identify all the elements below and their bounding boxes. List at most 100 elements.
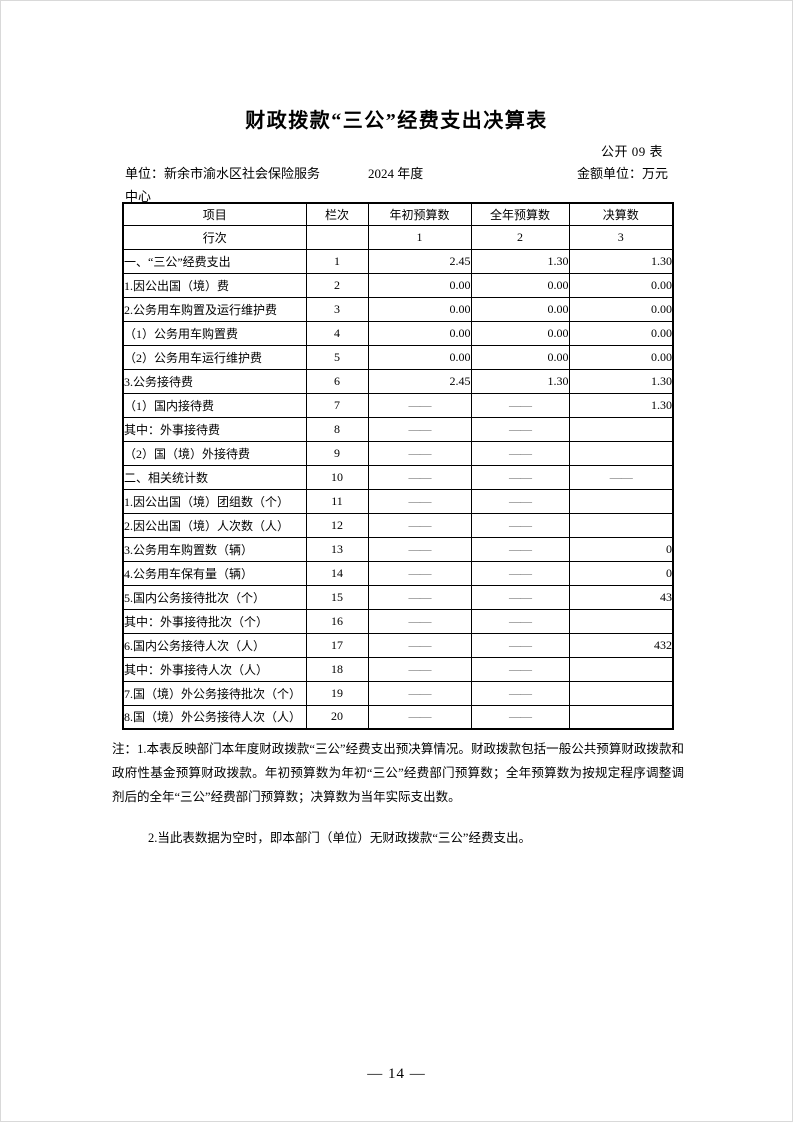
row-label: 二、相关统计数: [122, 464, 307, 490]
value-cell: 0.00: [367, 320, 472, 346]
row-label: 6.国内公务接待人次（人）: [122, 632, 307, 658]
value-cell: ——: [367, 584, 472, 610]
value-cell: 0.00: [568, 272, 674, 298]
unit-name-line2: 中心: [125, 189, 152, 204]
value-cell: ——: [367, 392, 472, 418]
value-cell: ——: [470, 656, 570, 682]
row-number-cell: 4: [305, 320, 369, 346]
value-cell: ——: [367, 704, 472, 730]
value-cell: 2.45: [367, 368, 472, 394]
table-row: 2.因公出国（境）人次数（人） 12 —— ——: [122, 512, 674, 538]
value-cell: ——: [367, 512, 472, 538]
value-cell: [568, 608, 674, 634]
row-number-cell: 16: [305, 608, 369, 634]
row-number-cell: 3: [305, 296, 369, 322]
table-row: 其中：外事接待人次（人） 18 —— ——: [122, 656, 674, 682]
value-cell: 1.30: [568, 248, 674, 274]
row-number-cell: 6: [305, 368, 369, 394]
subheader-rowno-label: 行次: [122, 224, 307, 250]
row-number-cell: 13: [305, 536, 369, 562]
value-cell: ——: [470, 464, 570, 490]
table-row: 其中：外事接待费 8 —— ——: [122, 416, 674, 442]
value-cell: [568, 680, 674, 706]
row-number-cell: 1: [305, 248, 369, 274]
row-number-cell: 2: [305, 272, 369, 298]
row-number-cell: 14: [305, 560, 369, 586]
table-row: 6.国内公务接待人次（人） 17 —— —— 432: [122, 632, 674, 658]
value-cell: 0.00: [470, 344, 570, 370]
value-cell: 2.45: [367, 248, 472, 274]
footnote-2: 2.当此表数据为空时，即本部门（单位）无财政拨款“三公”经费支出。: [148, 831, 531, 845]
row-label: 3.公务接待费: [122, 368, 307, 394]
value-cell: 0.00: [367, 272, 472, 298]
three-public-funds-table: 项目 栏次 年初预算数 全年预算数 决算数 行次 1 2 3 一、“三公”经费支…: [122, 202, 674, 730]
page-number: — 14 —: [367, 1066, 426, 1082]
row-number-cell: 12: [305, 512, 369, 538]
row-number-cell: 5: [305, 344, 369, 370]
table-row: 其中：外事接待批次（个） 16 —— ——: [122, 608, 674, 634]
value-cell: ——: [470, 584, 570, 610]
value-cell: ——: [470, 392, 570, 418]
value-cell: 432: [568, 632, 674, 658]
value-cell: ——: [470, 560, 570, 586]
row-label: 8.国（境）外公务接待人次（人）: [122, 704, 307, 730]
row-number-cell: 7: [305, 392, 369, 418]
value-cell: 0: [568, 536, 674, 562]
value-cell: ——: [367, 416, 472, 442]
table-row: 5.国内公务接待批次（个） 15 —— —— 43: [122, 584, 674, 610]
table-row: （2）国（境）外接待费 9 —— ——: [122, 440, 674, 466]
row-label: （1）公务用车购置费: [122, 320, 307, 346]
table-row: 二、相关统计数 10 —— —— ——: [122, 464, 674, 490]
value-cell: ——: [470, 536, 570, 562]
value-cell: 0.00: [470, 296, 570, 322]
unit-name-line1: 单位：新余市渝水区社会保险服务: [125, 166, 321, 181]
row-label: 一、“三公”经费支出: [122, 248, 307, 274]
value-cell: ——: [470, 704, 570, 730]
footnotes: 注：1.本表反映部门本年度财政拨款“三公”经费支出预决算情况。财政拨款包括一般公…: [112, 737, 684, 850]
value-cell: ——: [568, 464, 674, 490]
value-cell: ——: [367, 656, 472, 682]
value-cell: ——: [367, 464, 472, 490]
row-number-cell: 11: [305, 488, 369, 514]
table-row: 3.公务接待费 6 2.45 1.30 1.30: [122, 368, 674, 394]
value-cell: 0.00: [367, 344, 472, 370]
fiscal-year-label: 2024 年度: [368, 166, 424, 181]
value-cell: [568, 416, 674, 442]
row-label: 5.国内公务接待批次（个）: [122, 584, 307, 610]
row-label: 4.公务用车保有量（辆）: [122, 560, 307, 586]
value-cell: ——: [470, 680, 570, 706]
row-label: （2）公务用车运行维护费: [122, 344, 307, 370]
value-cell: [568, 440, 674, 466]
value-cell: 1.30: [568, 368, 674, 394]
row-label: 1.因公出国（境）费: [122, 272, 307, 298]
value-cell: ——: [367, 680, 472, 706]
column-header-initial-budget: 年初预算数: [367, 202, 472, 226]
column-header-item: 项目: [122, 202, 307, 226]
table-row: 1.因公出国（境）团组数（个） 11 —— ——: [122, 488, 674, 514]
value-cell: ——: [367, 608, 472, 634]
value-cell: ——: [470, 416, 570, 442]
row-label: 2.公务用车购置及运行维护费: [122, 296, 307, 322]
column-header-colno: 栏次: [305, 202, 369, 226]
value-cell: ——: [470, 632, 570, 658]
value-cell: ——: [470, 488, 570, 514]
subheader-col3: 3: [568, 224, 674, 250]
row-label: 2.因公出国（境）人次数（人）: [122, 512, 307, 538]
value-cell: 0.00: [568, 320, 674, 346]
value-cell: 1.30: [568, 392, 674, 418]
table-row: 7.国（境）外公务接待批次（个） 19 —— ——: [122, 680, 674, 706]
row-label: （1）国内接待费: [122, 392, 307, 418]
value-cell: ——: [367, 560, 472, 586]
value-cell: 1.30: [470, 248, 570, 274]
footnote-1: 注：1.本表反映部门本年度财政拨款“三公”经费支出预决算情况。财政拨款包括一般公…: [112, 742, 684, 804]
row-number-cell: 15: [305, 584, 369, 610]
value-cell: ——: [367, 440, 472, 466]
row-label: 3.公务用车购置数（辆）: [122, 536, 307, 562]
value-cell: 0.00: [568, 344, 674, 370]
value-cell: ——: [470, 440, 570, 466]
table-row: （1）公务用车购置费 4 0.00 0.00 0.00: [122, 320, 674, 346]
value-cell: ——: [367, 536, 472, 562]
page-title: 财政拨款“三公”经费支出决算表: [245, 110, 548, 132]
value-cell: [568, 656, 674, 682]
table-row: 4.公务用车保有量（辆） 14 —— —— 0: [122, 560, 674, 586]
